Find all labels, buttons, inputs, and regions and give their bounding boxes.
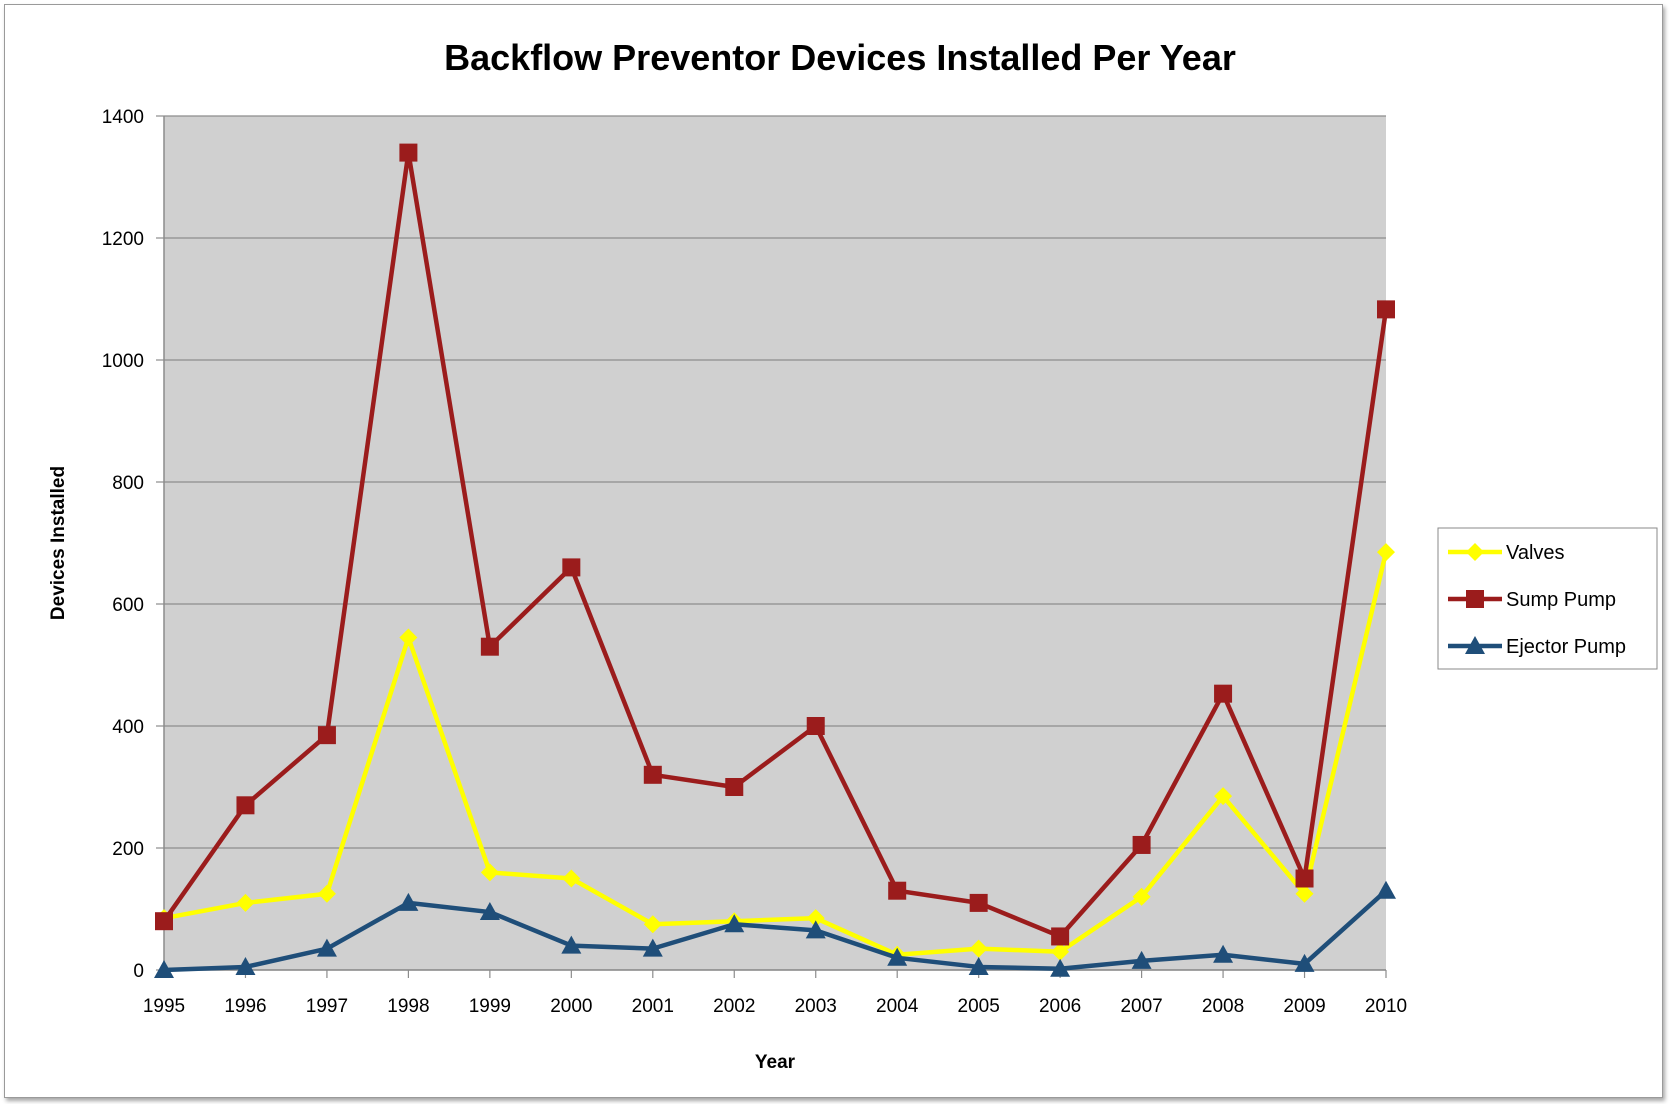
legend-item-valves: Valves bbox=[1448, 542, 1565, 564]
data-point-ejector-pump bbox=[1131, 950, 1152, 969]
series-line-ejector-pump bbox=[163, 889, 1388, 973]
data-point-sump-pump bbox=[1132, 835, 1151, 854]
data-point-ejector-pump bbox=[154, 960, 174, 978]
x-axis-ticks: 1995 1996 1997 1998 1999 2000 2001 2002 2003 2004… bbox=[143, 970, 1407, 1017]
legend-marker bbox=[1465, 636, 1485, 654]
data-point-valves bbox=[399, 628, 418, 647]
legend: Valves Sump Pump Ejector Pump bbox=[1437, 527, 1658, 670]
x-tick-label: 2004 bbox=[876, 996, 919, 1017]
data-point-valves bbox=[643, 915, 662, 934]
y-tick-label: 400 bbox=[112, 717, 144, 738]
y-tick-label: 1200 bbox=[102, 229, 144, 250]
data-point-ejector-pump bbox=[316, 938, 337, 957]
data-point-ejector-pump bbox=[1213, 944, 1234, 963]
data-point-sump-pump bbox=[1295, 869, 1314, 888]
data-point-valves bbox=[480, 863, 499, 882]
x-tick-label: 1995 bbox=[143, 996, 185, 1017]
y-tick-label: 1400 bbox=[102, 107, 144, 128]
data-point-sump-pump bbox=[480, 637, 499, 656]
data-point-ejector-pump bbox=[1294, 953, 1315, 972]
data-point-sump-pump bbox=[236, 796, 255, 815]
x-axis-title: Year bbox=[755, 1052, 796, 1073]
x-tick-label: 2001 bbox=[632, 996, 674, 1017]
series-line-valves bbox=[163, 551, 1389, 957]
y-tick-label: 800 bbox=[112, 473, 144, 494]
axes bbox=[163, 116, 1386, 971]
data-point-ejector-pump bbox=[968, 956, 989, 975]
data-point-ejector-pump bbox=[479, 902, 500, 921]
x-tick-label: 1996 bbox=[224, 996, 266, 1017]
data-point-ejector-pump bbox=[805, 920, 826, 939]
data-point-valves bbox=[1214, 787, 1233, 806]
data-point-valves bbox=[806, 909, 825, 928]
data-point-ejector-pump bbox=[561, 935, 582, 954]
x-tick-label: 2002 bbox=[713, 996, 755, 1017]
y-tick-label: 200 bbox=[112, 839, 144, 860]
legend-label: Ejector Pump bbox=[1506, 636, 1626, 658]
data-point-valves bbox=[236, 893, 255, 912]
data-point-sump-pump bbox=[562, 558, 581, 577]
data-point-ejector-pump bbox=[1050, 958, 1071, 977]
x-tick-label: 2009 bbox=[1283, 996, 1325, 1017]
chart-title: Backflow Preventor Devices Installed Per… bbox=[444, 37, 1236, 78]
data-point-sump-pump bbox=[1051, 927, 1070, 946]
data-point-valves bbox=[562, 869, 581, 888]
x-tick-label: 2008 bbox=[1202, 996, 1244, 1017]
x-tick-label: 2006 bbox=[1039, 996, 1081, 1017]
data-point-sump-pump bbox=[725, 778, 744, 796]
data-point-ejector-pump bbox=[724, 914, 745, 933]
data-point-ejector-pump bbox=[887, 947, 908, 966]
x-tick-label: 1998 bbox=[387, 996, 429, 1017]
data-point-ejector-pump bbox=[1376, 880, 1396, 899]
data-point-sump-pump bbox=[969, 893, 988, 912]
x-tick-label: 2000 bbox=[550, 996, 592, 1017]
data-point-ejector-pump bbox=[398, 892, 419, 911]
x-tick-label: 2003 bbox=[795, 996, 837, 1017]
data-point-sump-pump bbox=[1214, 684, 1233, 703]
x-tick-label: 2005 bbox=[958, 996, 1000, 1017]
series-layer bbox=[154, 143, 1396, 978]
data-point-valves bbox=[1377, 543, 1395, 562]
plot-area bbox=[164, 116, 1386, 970]
series-sump-pump bbox=[155, 143, 1395, 946]
data-point-sump-pump bbox=[806, 717, 825, 735]
data-point-sump-pump bbox=[155, 912, 173, 931]
data-point-valves bbox=[969, 939, 988, 958]
data-point-sump-pump bbox=[317, 726, 336, 745]
y-axis-title: Devices Installed bbox=[48, 466, 69, 620]
series-ejector-pump bbox=[154, 880, 1396, 978]
data-point-valves bbox=[1295, 884, 1314, 903]
legend-item-ejector-pump: Ejector Pump bbox=[1448, 636, 1626, 658]
data-point-valves bbox=[1051, 942, 1070, 961]
data-point-valves bbox=[317, 884, 336, 903]
legend-label: Sump Pump bbox=[1506, 589, 1616, 611]
x-tick-label: 1997 bbox=[306, 996, 348, 1017]
legend-marker bbox=[1466, 590, 1484, 608]
data-point-ejector-pump bbox=[642, 938, 663, 957]
x-tick-label: 1999 bbox=[469, 996, 511, 1017]
data-point-sump-pump bbox=[888, 881, 907, 900]
legend-item-sump-pump: Sump Pump bbox=[1448, 589, 1616, 611]
data-point-sump-pump bbox=[1377, 300, 1395, 319]
y-axis-ticks: 0 200 400 600 800 1000 1200 1400 bbox=[102, 107, 164, 982]
data-point-sump-pump bbox=[643, 765, 662, 784]
data-point-ejector-pump bbox=[235, 956, 256, 975]
x-tick-label: 2010 bbox=[1365, 996, 1407, 1017]
legend-label: Valves bbox=[1506, 542, 1565, 564]
x-tick-label: 2007 bbox=[1120, 996, 1162, 1017]
legend-marker bbox=[1466, 543, 1484, 561]
y-tick-label: 0 bbox=[133, 961, 144, 982]
series-line-sump-pump bbox=[162, 150, 1389, 939]
y-tick-label: 600 bbox=[112, 595, 144, 616]
data-point-valves bbox=[1132, 887, 1151, 906]
data-point-sump-pump bbox=[399, 143, 418, 162]
y-tick-label: 1000 bbox=[102, 351, 144, 372]
